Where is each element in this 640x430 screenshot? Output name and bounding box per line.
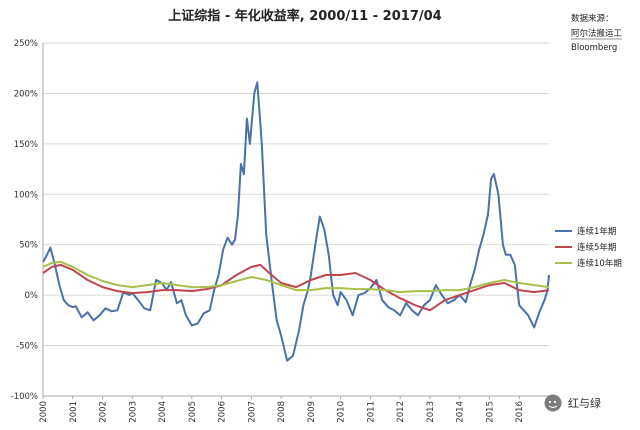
legend-label: 连续5年期	[577, 242, 616, 253]
x-tick-label: 2009	[307, 401, 317, 423]
y-tick-label: 0%	[25, 291, 39, 301]
plot-area	[42, 81, 550, 362]
source-line: 阿尔法搬运工	[571, 28, 623, 39]
x-tick-label: 2007	[247, 401, 257, 423]
x-tick-label: 2012	[396, 401, 406, 423]
x-tick-label: 2005	[188, 401, 198, 423]
x-tick-label: 2003	[128, 401, 138, 423]
x-tick-label: 2011	[366, 401, 376, 423]
x-tick-label: 2006	[218, 401, 228, 423]
series-line-10y	[42, 260, 550, 294]
x-tick-label: 2002	[99, 401, 109, 423]
x-tick-label: 2016	[515, 401, 525, 423]
y-tick-label: -50%	[16, 342, 38, 352]
y-tick-label: 100%	[14, 190, 38, 200]
y-axis: -100% -50% 0% 50% 100% 150% 200% 250%	[11, 39, 44, 402]
x-tick-label: 2014	[456, 401, 466, 423]
wechat-icon	[544, 394, 562, 412]
series-line-5y	[42, 263, 550, 312]
x-tick-label: 2004	[158, 401, 168, 423]
x-tick-label: 2015	[485, 401, 495, 423]
watermark: 红与绿	[544, 394, 601, 412]
y-tick-label: 150%	[14, 140, 38, 150]
x-axis: 2000 2001 2002 2003 2004 2005 2006 2007 2008 2009…	[39, 395, 549, 423]
legend-label: 连续10年期	[577, 258, 622, 269]
x-tick-label: 2013	[426, 401, 436, 423]
y-tick-label: 250%	[14, 39, 38, 49]
x-tick-label: 2000	[39, 401, 49, 423]
x-tick-label: 2001	[69, 401, 79, 423]
source-line: Bloomberg	[571, 43, 617, 53]
y-tick-label: 50%	[19, 241, 38, 251]
watermark-label: 红与绿	[568, 396, 601, 410]
chart-title: 上证综指 - 年化收益率, 2000/11 - 2017/04	[168, 8, 441, 24]
legend-label: 连续1年期	[577, 226, 616, 237]
y-tick-label: 200%	[14, 89, 38, 99]
x-tick-label: 2008	[277, 401, 287, 423]
series-line-1y	[42, 81, 550, 362]
source-line: 数据来源：	[571, 13, 614, 24]
y-tick-label: -100%	[11, 392, 38, 402]
source-note: 数据来源： 阿尔法搬运工 Bloomberg	[571, 13, 623, 53]
x-tick-label: 2010	[337, 401, 347, 423]
